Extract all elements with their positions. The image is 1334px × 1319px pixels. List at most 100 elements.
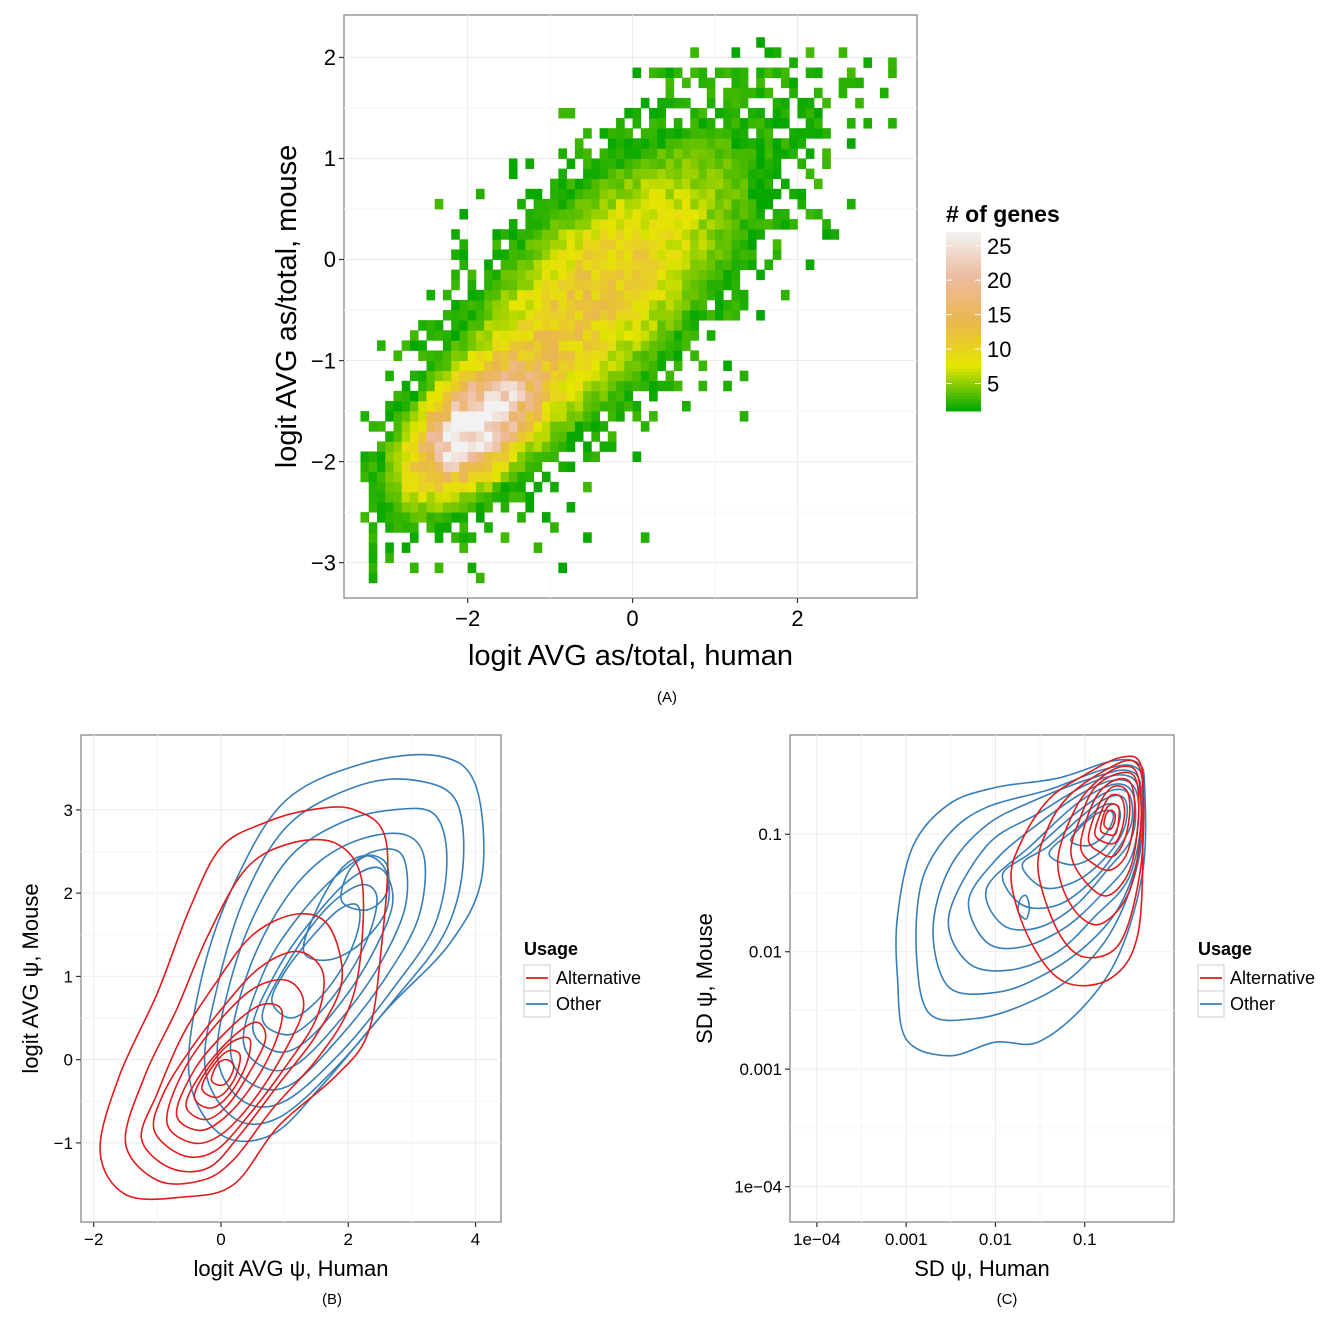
heat-cell [607, 390, 617, 402]
heat-cell [541, 249, 551, 260]
heat-cell [657, 188, 666, 200]
heat-cell [442, 390, 452, 402]
heat-cell [649, 330, 658, 341]
heat-cell [517, 249, 526, 260]
heat-cell [533, 400, 543, 412]
heat-cell [657, 310, 666, 321]
heat-cell [393, 400, 403, 412]
panel-c-y-tick-label: 1e−04 [734, 1178, 782, 1197]
heat-cell [632, 370, 642, 382]
heat-cell [451, 350, 460, 361]
heat-cell [607, 198, 617, 210]
heat-cell [607, 340, 617, 351]
heat-cell [492, 249, 502, 260]
heat-cell [715, 299, 724, 311]
heat-cell [624, 158, 633, 169]
heat-cell [583, 481, 592, 493]
contour-line-alternative [1094, 793, 1126, 845]
heat-cell [409, 451, 419, 462]
heat-cell [780, 178, 790, 190]
heat-cell [574, 350, 584, 361]
heat-cell [475, 451, 485, 462]
heat-cell [640, 289, 650, 301]
heat-cell [566, 310, 576, 321]
heat-cell [459, 380, 469, 392]
heat-cell [747, 229, 757, 240]
heat-cell [533, 340, 543, 351]
heat-cell [484, 310, 493, 321]
heat-cell [682, 279, 691, 291]
heat-cell [764, 138, 774, 149]
heat-cell [508, 259, 518, 271]
heat-cell [739, 168, 749, 180]
heat-cell [459, 208, 469, 220]
heat-cell [805, 67, 815, 79]
heat-cell [583, 451, 592, 462]
heat-cell [550, 219, 559, 230]
heat-cell [475, 502, 485, 513]
heat-cell [673, 340, 683, 351]
colorbar-segment [946, 339, 981, 343]
heat-cell [533, 259, 543, 271]
heat-cell [451, 320, 460, 331]
heat-cell [533, 208, 543, 220]
heat-cell [723, 118, 732, 129]
heat-cell [525, 269, 535, 281]
heat-cell [715, 219, 724, 230]
heat-cell [508, 461, 518, 473]
heat-cell [682, 320, 691, 331]
heat-cell [558, 461, 568, 473]
heat-cell [451, 421, 460, 432]
heat-cell [533, 249, 543, 260]
heat-cell [673, 219, 683, 230]
heat-cell [756, 138, 765, 149]
heat-cell [706, 178, 716, 190]
heat-cell [632, 158, 642, 169]
heat-cell [665, 279, 675, 291]
heat-cell [459, 390, 469, 402]
colorbar-tick-label: 25 [987, 234, 1011, 259]
heat-cell [649, 148, 658, 159]
heat-cell [426, 502, 436, 513]
heat-cell [517, 491, 526, 503]
heat-cell [442, 350, 452, 361]
heat-cell [616, 158, 625, 169]
heat-cell [665, 178, 675, 190]
heat-cell [780, 148, 790, 159]
heat-cell [599, 249, 609, 260]
heat-cell [723, 229, 732, 240]
colorbar-segment [946, 276, 981, 281]
heat-cell [698, 107, 708, 119]
heat-cell [467, 320, 477, 331]
heat-cell [533, 299, 543, 311]
heat-cell [418, 481, 427, 493]
heat-cell [731, 158, 741, 169]
heat-cell [789, 128, 798, 139]
heat-cell [541, 299, 551, 311]
heat-cell [723, 97, 732, 109]
heat-cell [698, 198, 708, 210]
heat-cell [517, 390, 526, 402]
heat-cell [805, 259, 815, 271]
heat-cell [616, 320, 625, 331]
heat-cell [665, 299, 675, 311]
heat-cell [731, 239, 741, 250]
heat-cell [467, 451, 477, 462]
heat-cell [393, 491, 403, 503]
heat-cell [764, 67, 774, 79]
heat-cell [541, 239, 551, 250]
heat-cell [409, 421, 419, 432]
colorbar-segment [946, 252, 981, 257]
heat-cell [574, 289, 584, 301]
heat-cell [698, 249, 708, 260]
heat-cell [517, 441, 526, 452]
heat-cell [747, 138, 757, 149]
heat-cell [434, 370, 444, 382]
heat-cell [566, 411, 576, 422]
heat-cell [690, 67, 699, 79]
heat-cell [566, 229, 576, 240]
heat-cell [599, 198, 609, 210]
heat-cell [376, 441, 386, 452]
heat-cell [657, 340, 666, 351]
heat-cell [607, 400, 617, 412]
